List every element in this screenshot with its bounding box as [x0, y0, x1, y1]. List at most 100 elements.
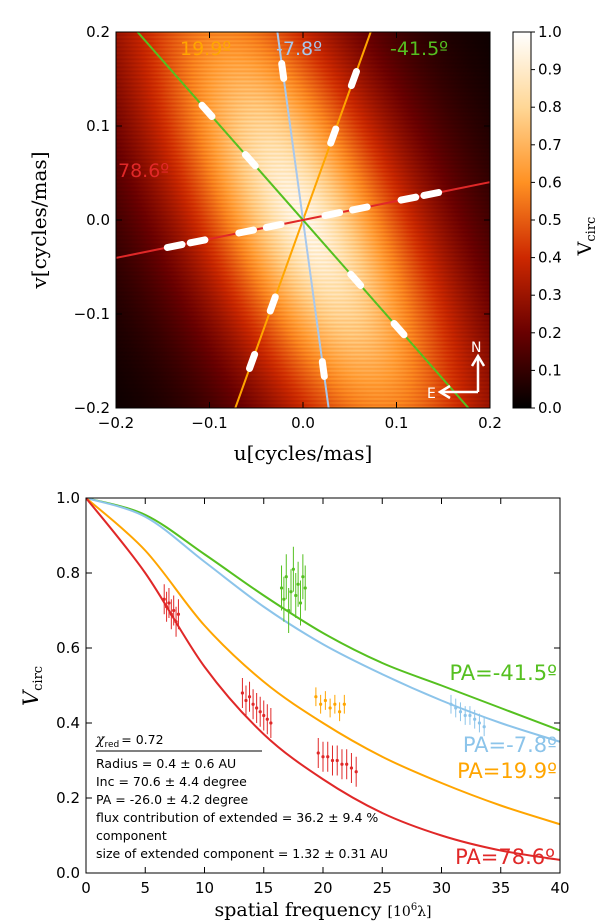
compass-east-label: E	[427, 386, 436, 402]
visibility-y-tick-label: 0.6	[56, 639, 80, 657]
uv-sample-0-0	[266, 293, 279, 315]
visibility-x-tick-label: 20	[313, 879, 332, 897]
data-point	[296, 582, 300, 586]
uv-sample-2-1	[198, 101, 216, 120]
uv-sample-3-3	[420, 189, 443, 199]
annotation-position-angle: PA = -26.0 ± 4.2 degree	[96, 792, 248, 807]
colorbar-tick-label: 0.4	[538, 249, 562, 267]
uv-sample-3-1	[348, 203, 371, 214]
uv-sample-3-2	[397, 193, 420, 204]
visibility-x-tick-label: 40	[550, 879, 569, 897]
annotation-flux-contribution: flux contribution of extended = 36.2 ± 9…	[96, 810, 378, 825]
compass-north-label: N	[471, 340, 481, 356]
heatmap-x-tick-label: 0.0	[291, 414, 315, 432]
model-curve-1	[86, 498, 560, 743]
colorbar-tick-label: 0.9	[538, 61, 562, 79]
label-pa-minus-41-5: -41.5º	[390, 38, 448, 60]
uv-sample-3-2	[186, 236, 209, 247]
data-point	[298, 601, 303, 605]
data-point	[262, 713, 266, 718]
colorbar-tick-label: 0.0	[538, 399, 562, 417]
data-point	[335, 758, 339, 763]
data-point	[337, 710, 342, 714]
visibility-x-tick-label: 10	[195, 879, 214, 897]
data-point	[323, 698, 327, 703]
data-point	[319, 702, 323, 706]
visibility-x-tick-label: 25	[373, 879, 392, 897]
uv-sample-0-0	[327, 125, 340, 147]
data-point	[289, 590, 293, 594]
heatmap-y-tick-label: 0.0	[86, 211, 110, 229]
heatmap-panel: −0.2 −0.1 0.0 0.1 0.2 −0.2 −0.1 0.0 0.1 0.2 19.9º…	[27, 23, 599, 465]
colorbar-tick-label: 0.5	[538, 211, 562, 229]
data-point	[463, 713, 467, 718]
uv-sample-1-0	[318, 358, 328, 380]
heatmap-y-tick-label: 0.1	[86, 117, 110, 135]
visibility-y-tick-label: 0.2	[56, 789, 80, 807]
heatmap-y-tick-label: 0.2	[86, 23, 110, 41]
uv-sample-2-1	[390, 320, 408, 339]
chi-square-line: χred = 0.72	[95, 732, 164, 750]
visibility-ticks: 0 5 10 15 20 25 30 35 40 0.0 0.2 0.4 0.6 0.8 1.0	[56, 489, 569, 897]
data-point	[291, 567, 295, 571]
data-point	[477, 721, 482, 725]
data-point	[321, 755, 325, 759]
model-curve-2	[86, 498, 560, 826]
visibility-x-tick-label: 0	[81, 879, 91, 897]
data-point	[333, 702, 337, 706]
model-curve-0	[86, 498, 560, 732]
data-point	[294, 593, 298, 598]
data-point	[340, 762, 344, 766]
data-point	[316, 751, 320, 755]
data-point	[287, 608, 291, 613]
visibility-x-tick-label: 30	[432, 879, 451, 897]
annotation-component: component	[96, 828, 167, 843]
data-point	[244, 698, 248, 703]
data-point	[354, 770, 358, 774]
data-point	[449, 702, 453, 706]
data-point	[468, 713, 472, 718]
data-point	[162, 597, 166, 601]
heatmap-y-tick-label: −0.2	[74, 399, 110, 417]
series-label-pa-minus-7-8: PA=-7.8º	[463, 733, 557, 757]
data-point	[172, 608, 176, 613]
series-label-pa-78-6: PA=78.6º	[455, 845, 555, 869]
data-point	[282, 597, 286, 601]
model-curve-3	[86, 498, 560, 861]
heatmap-x-tick-label: −0.1	[191, 414, 227, 432]
visibility-panel: 0 5 10 15 20 25 30 35 40 0.0 0.2 0.4 0.6 0.8 1.0 PA=-4…	[19, 489, 570, 921]
colorbar-tick-label: 0.8	[538, 98, 562, 116]
uv-sample-0-1	[246, 350, 259, 372]
data-point	[164, 605, 169, 609]
uv-sample-1-0	[278, 60, 288, 82]
data-point	[328, 706, 332, 710]
heatmap-x-tick-label: 0.1	[385, 414, 409, 432]
data-point	[326, 755, 330, 759]
colorbar-label: Vcirc	[574, 217, 599, 257]
colorbar-tick-label: 0.7	[538, 136, 562, 154]
data-point	[284, 575, 288, 579]
heatmap-ticks: −0.2 −0.1 0.0 0.1 0.2 −0.2 −0.1 0.0 0.1 0.2	[74, 23, 502, 432]
data-point	[454, 706, 458, 710]
data-point	[482, 725, 486, 729]
visibility-y-tick-label: 0.4	[56, 714, 80, 732]
heatmap-x-axis-label: u[cycles/mas]	[234, 441, 373, 465]
visibility-x-axis-label: spatial frequency [106λ]	[214, 899, 431, 921]
data-point	[265, 717, 269, 721]
colorbar-tick-label: 1.0	[538, 23, 562, 41]
uv-sample-3-0	[262, 220, 285, 231]
data-point	[279, 586, 284, 590]
data-point	[473, 717, 477, 721]
data-point	[345, 762, 349, 766]
visibility-y-tick-label: 0.8	[56, 564, 80, 582]
visibility-x-tick-label: 5	[140, 879, 150, 897]
data-point	[458, 710, 463, 714]
baseline-line-3	[116, 181, 490, 259]
heatmap-y-axis-label: v[cycles/mas]	[27, 152, 51, 290]
data-point	[349, 766, 354, 770]
data-point	[167, 601, 171, 605]
data-point	[247, 695, 252, 699]
visibility-y-axis-label: Vcirc	[19, 666, 46, 706]
data-point	[269, 721, 273, 725]
